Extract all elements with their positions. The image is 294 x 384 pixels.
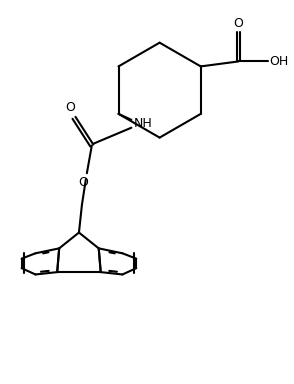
Text: OH: OH <box>269 55 288 68</box>
Text: O: O <box>78 176 88 189</box>
Text: NH: NH <box>133 117 152 130</box>
Text: O: O <box>65 101 75 114</box>
Text: O: O <box>233 17 243 30</box>
